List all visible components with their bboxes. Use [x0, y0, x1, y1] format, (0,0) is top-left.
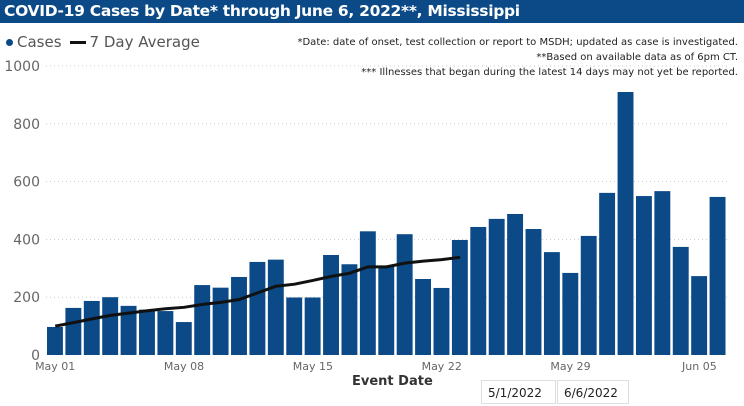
y-tick-label: 0	[31, 348, 40, 364]
bar	[194, 285, 211, 355]
bar	[654, 191, 671, 355]
x-axis-title: Event Date	[352, 374, 433, 389]
legend: Cases 7 Day Average	[6, 33, 200, 51]
bar	[415, 278, 432, 355]
bar	[378, 266, 395, 355]
bar	[47, 326, 63, 355]
x-tick-label: May 08	[164, 360, 204, 373]
x-tick-label: May 29	[550, 360, 590, 373]
bar	[102, 297, 119, 355]
bar	[267, 259, 284, 355]
bar	[249, 261, 266, 355]
footnote-1: *Date: date of onset, test collection or…	[297, 37, 738, 48]
bar	[433, 287, 450, 355]
bar	[231, 276, 247, 355]
bar	[488, 218, 505, 355]
bar	[175, 322, 192, 355]
start-date-input[interactable]: 5/1/2022	[481, 380, 556, 404]
y-tick-label: 400	[13, 232, 40, 248]
bar	[525, 228, 542, 355]
bar	[139, 309, 155, 355]
bar	[341, 264, 358, 355]
bar	[212, 287, 229, 355]
x-tick-label: May 22	[422, 360, 462, 373]
y-tick-label: 600	[13, 175, 40, 191]
bar	[507, 213, 524, 355]
bar	[617, 92, 634, 355]
y-tick-label: 200	[13, 290, 40, 306]
bar	[543, 252, 560, 355]
end-date-input[interactable]: 6/6/2022	[557, 380, 629, 404]
footnote-3: *** Illnesses that began during the late…	[361, 67, 738, 78]
legend-cases[interactable]: Cases	[17, 33, 62, 51]
bar	[562, 272, 579, 355]
bar	[470, 226, 487, 355]
y-tick-label: 800	[13, 117, 40, 133]
bar	[709, 196, 726, 355]
bar	[580, 235, 597, 355]
bar	[157, 311, 174, 355]
bar	[286, 297, 303, 355]
bar	[304, 297, 321, 355]
bar	[396, 234, 413, 355]
x-tick-label: May 15	[293, 360, 333, 373]
bar	[451, 239, 468, 355]
x-tick-label: May 01	[35, 360, 75, 373]
footnote-2: **Based on available data as of 6pm CT.	[536, 52, 738, 63]
avg-legend-marker	[69, 40, 86, 44]
bar	[635, 196, 652, 355]
y-tick-label: 1000	[4, 59, 40, 75]
x-tick-label: Jun 05	[681, 360, 717, 373]
bar	[599, 192, 616, 355]
avg-line	[54, 255, 461, 328]
chart-title: COVID-19 Cases by Date* through June 6, …	[0, 0, 744, 23]
legend-avg[interactable]: 7 Day Average	[89, 33, 200, 51]
bar	[120, 305, 137, 355]
cases-legend-marker	[6, 38, 13, 46]
bar	[323, 255, 339, 355]
bar	[359, 231, 376, 355]
bar	[83, 300, 100, 355]
bar	[691, 276, 708, 355]
bar	[672, 246, 689, 355]
bar	[65, 307, 82, 355]
